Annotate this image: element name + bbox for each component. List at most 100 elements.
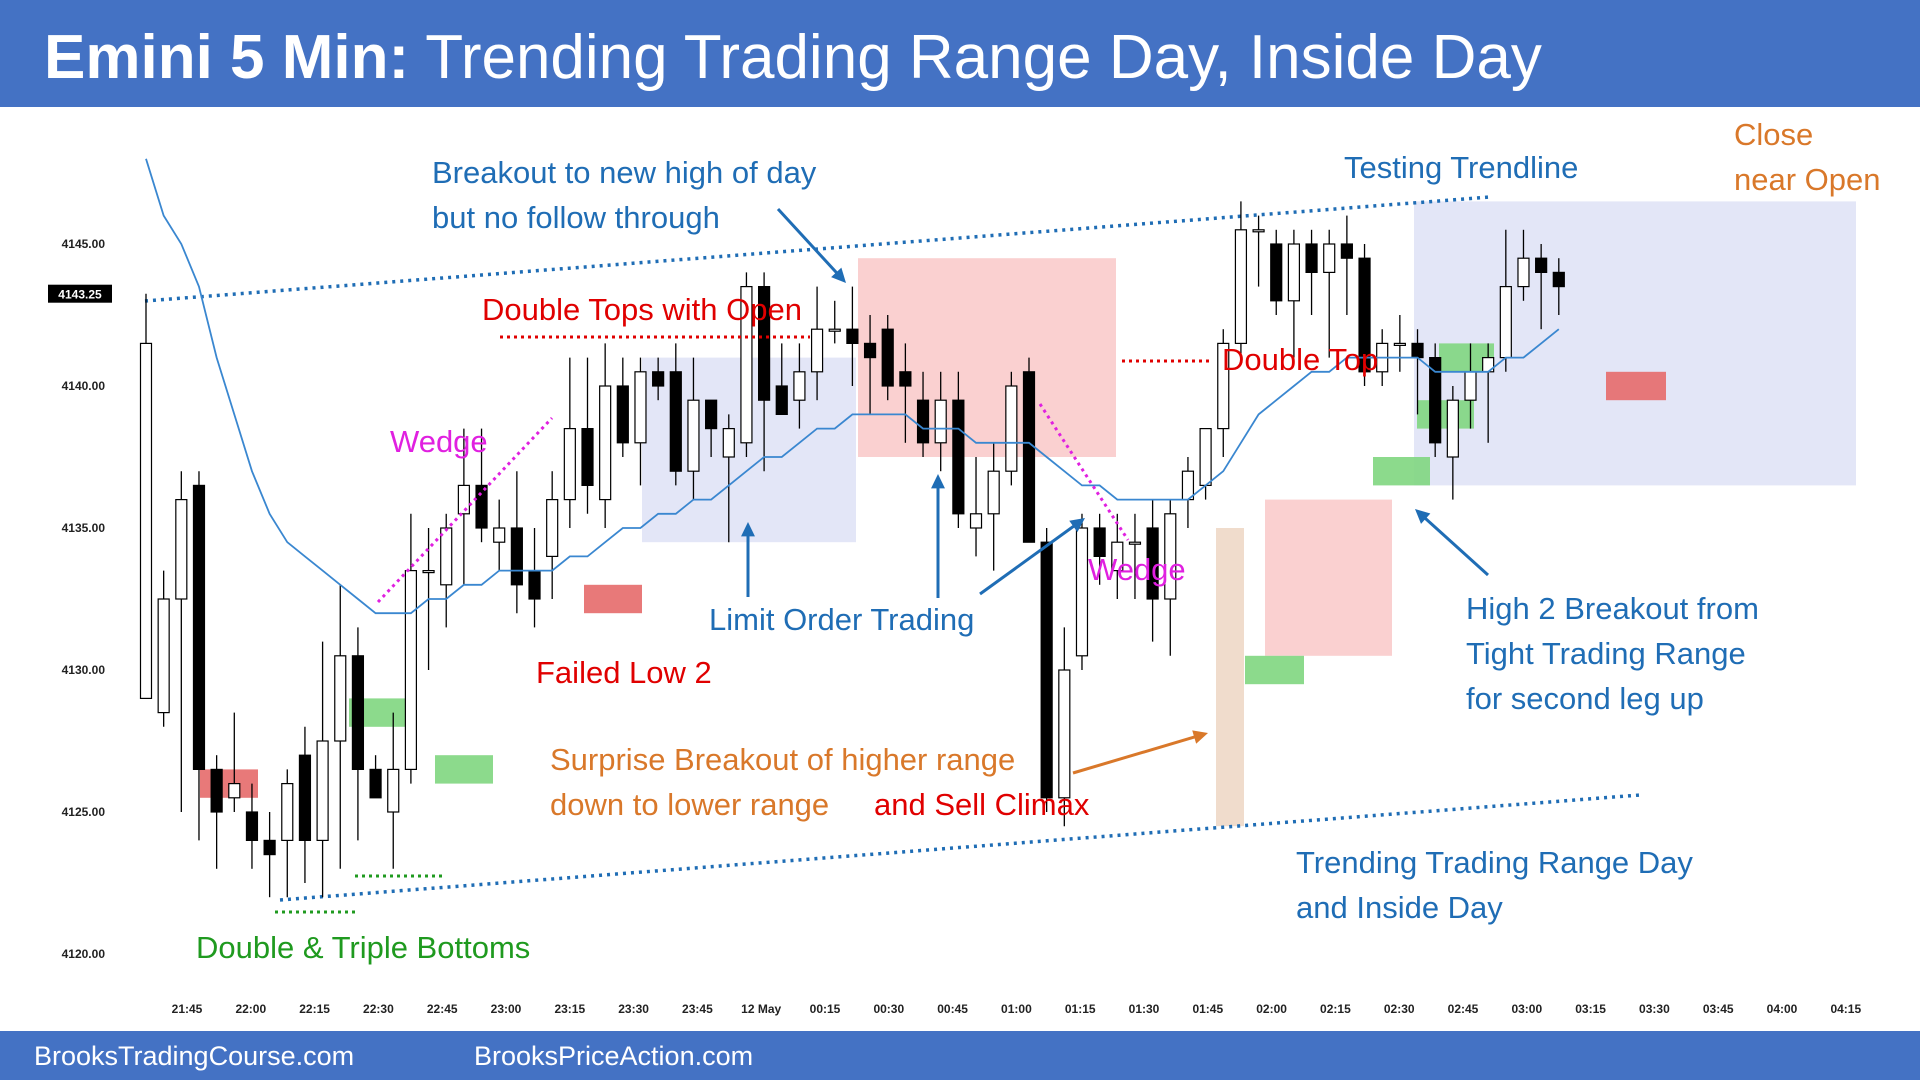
x-tick-label: 02:45 — [1448, 1002, 1479, 1016]
candle — [457, 428, 470, 585]
candle — [175, 471, 188, 812]
range-box-red-2 — [1265, 499, 1392, 656]
footer-left-link[interactable]: BrooksTradingCourse.com — [34, 1041, 355, 1071]
price-tag — [48, 284, 112, 303]
candle — [581, 357, 594, 514]
candle — [1252, 215, 1265, 287]
candle — [157, 570, 170, 727]
candle — [616, 357, 629, 457]
x-tick-label: 00:45 — [937, 1002, 968, 1016]
annotation-double-tops-open: Double Tops with Open — [482, 292, 802, 327]
sell-climax-box — [1216, 528, 1244, 827]
candle — [757, 272, 771, 472]
candle — [1040, 528, 1053, 812]
candle — [1217, 329, 1230, 457]
candle — [1234, 201, 1248, 358]
candle — [863, 315, 877, 415]
candle — [334, 584, 347, 869]
candle — [1093, 513, 1106, 585]
candle — [546, 471, 559, 599]
header-bar: Emini 5 Min: Trending Trading Range Day,… — [0, 0, 1920, 107]
upper-trendline — [144, 195, 1491, 303]
candle — [210, 755, 223, 869]
footer-right-link[interactable]: BrooksPriceAction.com — [474, 1041, 754, 1071]
candle — [1181, 457, 1195, 528]
candle — [192, 471, 206, 841]
annotation-double-triple: Double & Triple Bottoms — [196, 930, 530, 965]
annotation-close-1: Close — [1734, 117, 1813, 152]
x-tick-label: 03:15 — [1575, 1002, 1606, 1016]
candle — [740, 272, 753, 457]
lower-trendline — [279, 793, 1641, 902]
x-tick-label: 02:15 — [1320, 1002, 1351, 1016]
annotation-close-2: near Open — [1734, 162, 1881, 197]
range-box-red-1 — [858, 258, 1116, 457]
candle — [599, 343, 612, 528]
annotation-wedge-2: Wedge — [1088, 552, 1186, 587]
signal-box-green — [435, 755, 493, 784]
y-tick-label: 4140.00 — [62, 379, 106, 393]
candle — [722, 414, 735, 543]
x-tick-label: 02:00 — [1256, 1002, 1287, 1016]
y-tick-label: 4135.00 — [62, 521, 106, 535]
page-title: Emini 5 Min: Trending Trading Range Day,… — [44, 22, 1542, 93]
x-tick-label: 21:45 — [172, 1002, 203, 1016]
candle — [1535, 244, 1548, 330]
candle — [245, 783, 259, 869]
annotation-trending-range-2: and Inside Day — [1296, 890, 1503, 925]
candle — [1022, 357, 1036, 543]
candle — [1517, 229, 1530, 301]
x-tick-label: 02:30 — [1384, 1002, 1415, 1016]
x-tick-label: 22:45 — [427, 1002, 458, 1016]
x-tick-label: 00:15 — [810, 1002, 841, 1016]
candle — [1146, 499, 1159, 642]
title-bold: Emini 5 Min: — [44, 23, 410, 92]
annotation-wedge-1: Wedge — [390, 424, 488, 459]
candle — [1287, 229, 1301, 358]
signal-box-green — [1417, 400, 1474, 429]
annotation-high2-1: High 2 Breakout from — [1466, 591, 1759, 626]
annotation-failed-low-2: Failed Low 2 — [536, 655, 712, 690]
x-tick-label: 01:45 — [1192, 1002, 1223, 1016]
candle — [528, 528, 541, 628]
arrow-limit-3 — [979, 518, 1085, 596]
candle — [934, 371, 947, 472]
annotation-surprise-2: down to lower range — [550, 787, 829, 822]
candle — [493, 499, 506, 571]
annotation-testing-trendline: Testing Trendline — [1344, 150, 1578, 185]
candle — [281, 769, 294, 898]
candle — [634, 357, 647, 486]
candle — [705, 399, 718, 457]
signal-box-red — [584, 584, 642, 614]
x-tick-label: 23:30 — [618, 1002, 649, 1016]
candle — [1128, 513, 1142, 599]
candle — [881, 315, 894, 401]
annotation-breakout-1: Breakout to new high of day — [432, 155, 817, 190]
candle — [669, 343, 682, 486]
title-rest: Trending Trading Range Day, Inside Day — [425, 23, 1542, 92]
candle — [1005, 371, 1018, 486]
ema-line — [145, 158, 1560, 615]
annotation-double-top: Double Top — [1222, 342, 1378, 377]
candle — [263, 812, 276, 898]
annotation-trending-range-1: Trending Trading Range Day — [1296, 845, 1693, 880]
candle — [139, 293, 153, 699]
candle — [387, 712, 400, 869]
candle — [1446, 386, 1459, 500]
x-tick-label: 22:30 — [363, 1002, 394, 1016]
price-tag-label: 4143.25 — [58, 288, 102, 302]
candle — [916, 371, 930, 457]
annotation-surprise-1: Surprise Breakout of higher range — [550, 742, 1015, 777]
x-tick-label: 01:30 — [1129, 1002, 1160, 1016]
candle — [298, 726, 312, 883]
x-tick-label: 01:00 — [1001, 1002, 1032, 1016]
signal-box-green — [1373, 457, 1430, 486]
x-tick-label: 00:30 — [873, 1002, 904, 1016]
x-tick-label: 23:15 — [554, 1002, 585, 1016]
signal-box-red — [1606, 371, 1666, 401]
candle — [952, 371, 965, 528]
candle — [810, 286, 824, 401]
candle — [899, 343, 912, 443]
annotation-sell-climax: and Sell Climax — [874, 787, 1090, 822]
candle — [775, 343, 788, 415]
